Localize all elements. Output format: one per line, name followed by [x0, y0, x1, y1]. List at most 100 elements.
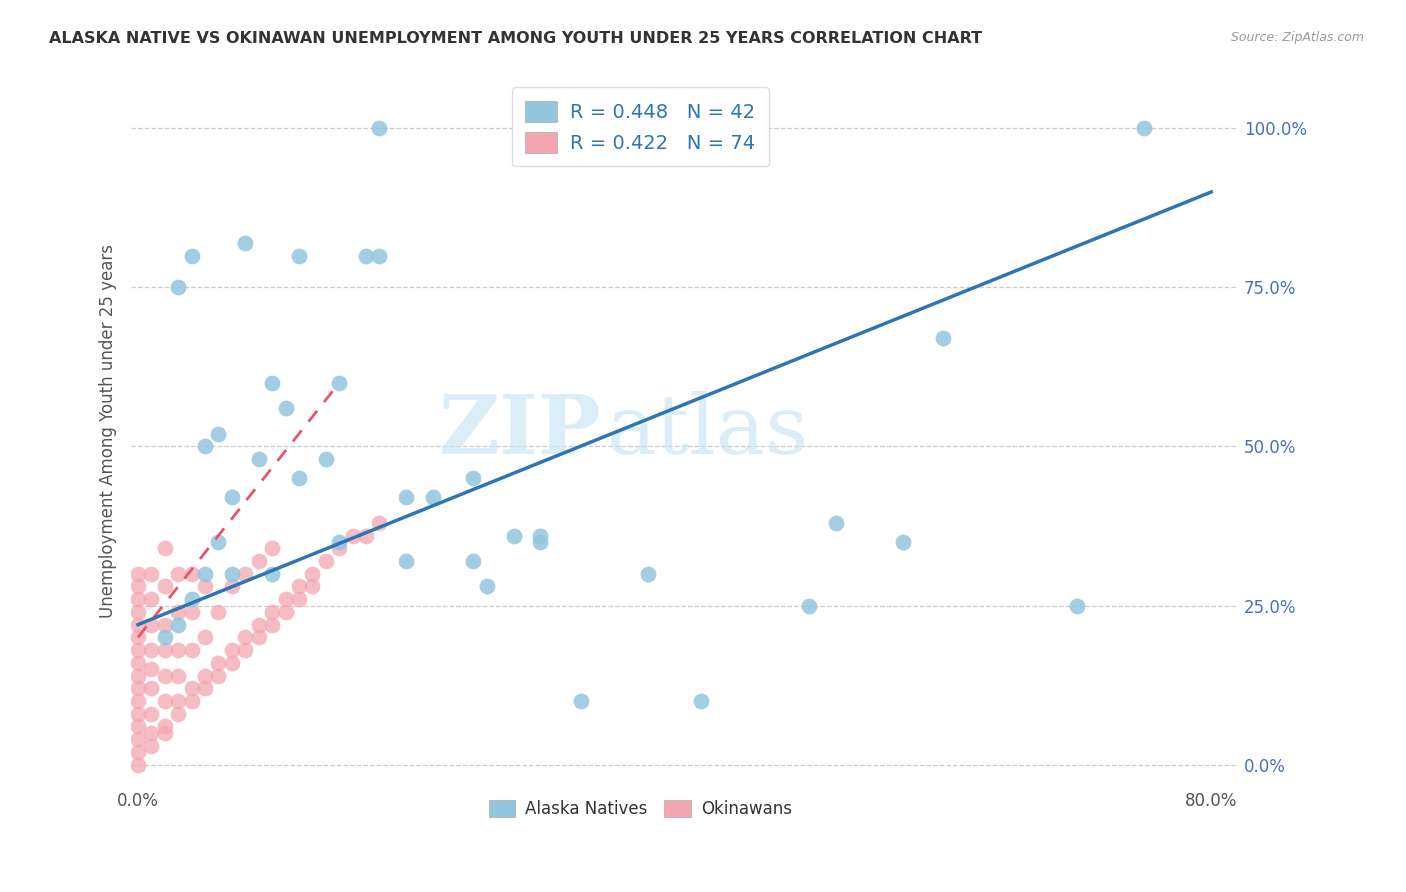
Text: ZIP: ZIP	[439, 391, 602, 471]
Point	[247, 554, 270, 568]
Point	[167, 643, 190, 657]
Point	[315, 554, 337, 568]
Point	[221, 566, 243, 581]
Point	[127, 566, 149, 581]
Point	[141, 726, 163, 740]
Point	[233, 235, 256, 250]
Point	[262, 541, 284, 556]
Point	[247, 452, 270, 467]
Point	[368, 121, 391, 136]
Point	[141, 739, 163, 753]
Point	[328, 376, 350, 390]
Point	[475, 579, 498, 593]
Point	[463, 554, 485, 568]
Point	[180, 249, 202, 263]
Point	[153, 694, 176, 708]
Point	[127, 706, 149, 721]
Point	[233, 631, 256, 645]
Point	[127, 656, 149, 670]
Point	[288, 471, 311, 485]
Point	[797, 599, 820, 613]
Point	[301, 579, 323, 593]
Point	[194, 566, 217, 581]
Point	[167, 605, 190, 619]
Point	[422, 491, 444, 505]
Point	[141, 681, 163, 696]
Point	[274, 592, 297, 607]
Point	[262, 566, 284, 581]
Point	[328, 541, 350, 556]
Point	[141, 706, 163, 721]
Point	[891, 535, 914, 549]
Point	[180, 643, 202, 657]
Point	[932, 331, 955, 345]
Point	[180, 592, 202, 607]
Point	[368, 249, 391, 263]
Point	[502, 528, 524, 542]
Point	[127, 681, 149, 696]
Point	[315, 452, 337, 467]
Point	[690, 694, 713, 708]
Point	[288, 592, 311, 607]
Point	[207, 656, 229, 670]
Point	[529, 528, 551, 542]
Point	[207, 535, 229, 549]
Point	[395, 491, 418, 505]
Point	[233, 643, 256, 657]
Point	[153, 617, 176, 632]
Text: atlas: atlas	[607, 391, 810, 471]
Point	[207, 668, 229, 682]
Point	[194, 579, 217, 593]
Point	[153, 631, 176, 645]
Point	[141, 592, 163, 607]
Point	[153, 541, 176, 556]
Point	[247, 617, 270, 632]
Point	[194, 668, 217, 682]
Point	[1133, 121, 1156, 136]
Point	[262, 376, 284, 390]
Point	[194, 631, 217, 645]
Point	[368, 516, 391, 530]
Point	[194, 681, 217, 696]
Point	[180, 694, 202, 708]
Point	[153, 643, 176, 657]
Text: Source: ZipAtlas.com: Source: ZipAtlas.com	[1230, 31, 1364, 45]
Point	[569, 694, 592, 708]
Point	[127, 668, 149, 682]
Point	[127, 631, 149, 645]
Point	[247, 631, 270, 645]
Point	[395, 554, 418, 568]
Point	[153, 579, 176, 593]
Point	[127, 719, 149, 733]
Point	[141, 566, 163, 581]
Point	[274, 401, 297, 416]
Point	[167, 617, 190, 632]
Point	[180, 605, 202, 619]
Point	[354, 528, 377, 542]
Point	[153, 719, 176, 733]
Point	[180, 566, 202, 581]
Point	[153, 668, 176, 682]
Point	[127, 605, 149, 619]
Point	[221, 643, 243, 657]
Point	[141, 662, 163, 676]
Point	[127, 745, 149, 759]
Point	[221, 579, 243, 593]
Point	[262, 617, 284, 632]
Point	[342, 528, 364, 542]
Point	[127, 757, 149, 772]
Point	[288, 579, 311, 593]
Point	[221, 656, 243, 670]
Point	[167, 668, 190, 682]
Point	[824, 516, 846, 530]
Point	[207, 605, 229, 619]
Point	[328, 535, 350, 549]
Point	[233, 566, 256, 581]
Point	[153, 726, 176, 740]
Point	[180, 681, 202, 696]
Point	[127, 592, 149, 607]
Point	[207, 426, 229, 441]
Point	[274, 605, 297, 619]
Point	[167, 566, 190, 581]
Point	[141, 617, 163, 632]
